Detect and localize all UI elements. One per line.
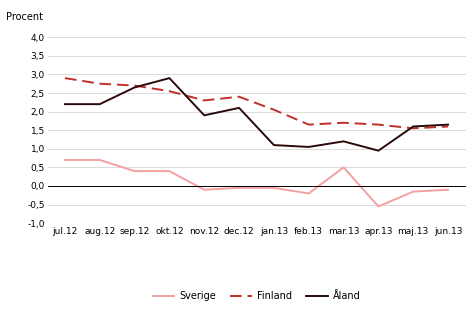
Finland <box>236 95 242 99</box>
Sverige <box>306 192 312 195</box>
Åland <box>236 106 242 110</box>
Sverige <box>341 166 346 169</box>
Sverige <box>271 186 277 190</box>
Sverige <box>236 186 242 190</box>
Sverige <box>62 158 68 162</box>
Åland <box>306 145 312 149</box>
Sverige <box>97 158 103 162</box>
Finland <box>306 123 312 126</box>
Finland <box>62 76 68 80</box>
Åland <box>132 86 137 89</box>
Åland <box>97 102 103 106</box>
Åland <box>201 113 207 117</box>
Finland <box>97 82 103 86</box>
Finland <box>271 108 277 112</box>
Åland <box>341 140 346 143</box>
Legend: Sverige, Finland, Åland: Sverige, Finland, Åland <box>149 288 364 305</box>
Åland <box>62 102 68 106</box>
Sverige <box>445 188 451 192</box>
Finland <box>410 126 416 130</box>
Finland <box>132 84 137 87</box>
Sverige <box>167 169 172 173</box>
Finland <box>376 123 381 126</box>
Text: Procent: Procent <box>6 12 43 22</box>
Åland <box>167 76 172 80</box>
Finland <box>341 121 346 125</box>
Åland <box>445 123 451 126</box>
Sverige <box>410 190 416 193</box>
Finland <box>167 89 172 93</box>
Finland <box>201 99 207 102</box>
Line: Finland: Finland <box>65 78 448 128</box>
Sverige <box>376 205 381 208</box>
Line: Sverige: Sverige <box>65 160 448 206</box>
Åland <box>410 125 416 128</box>
Finland <box>445 125 451 128</box>
Åland <box>271 143 277 147</box>
Sverige <box>132 169 137 173</box>
Åland <box>376 149 381 153</box>
Line: Åland: Åland <box>65 78 448 151</box>
Sverige <box>201 188 207 192</box>
